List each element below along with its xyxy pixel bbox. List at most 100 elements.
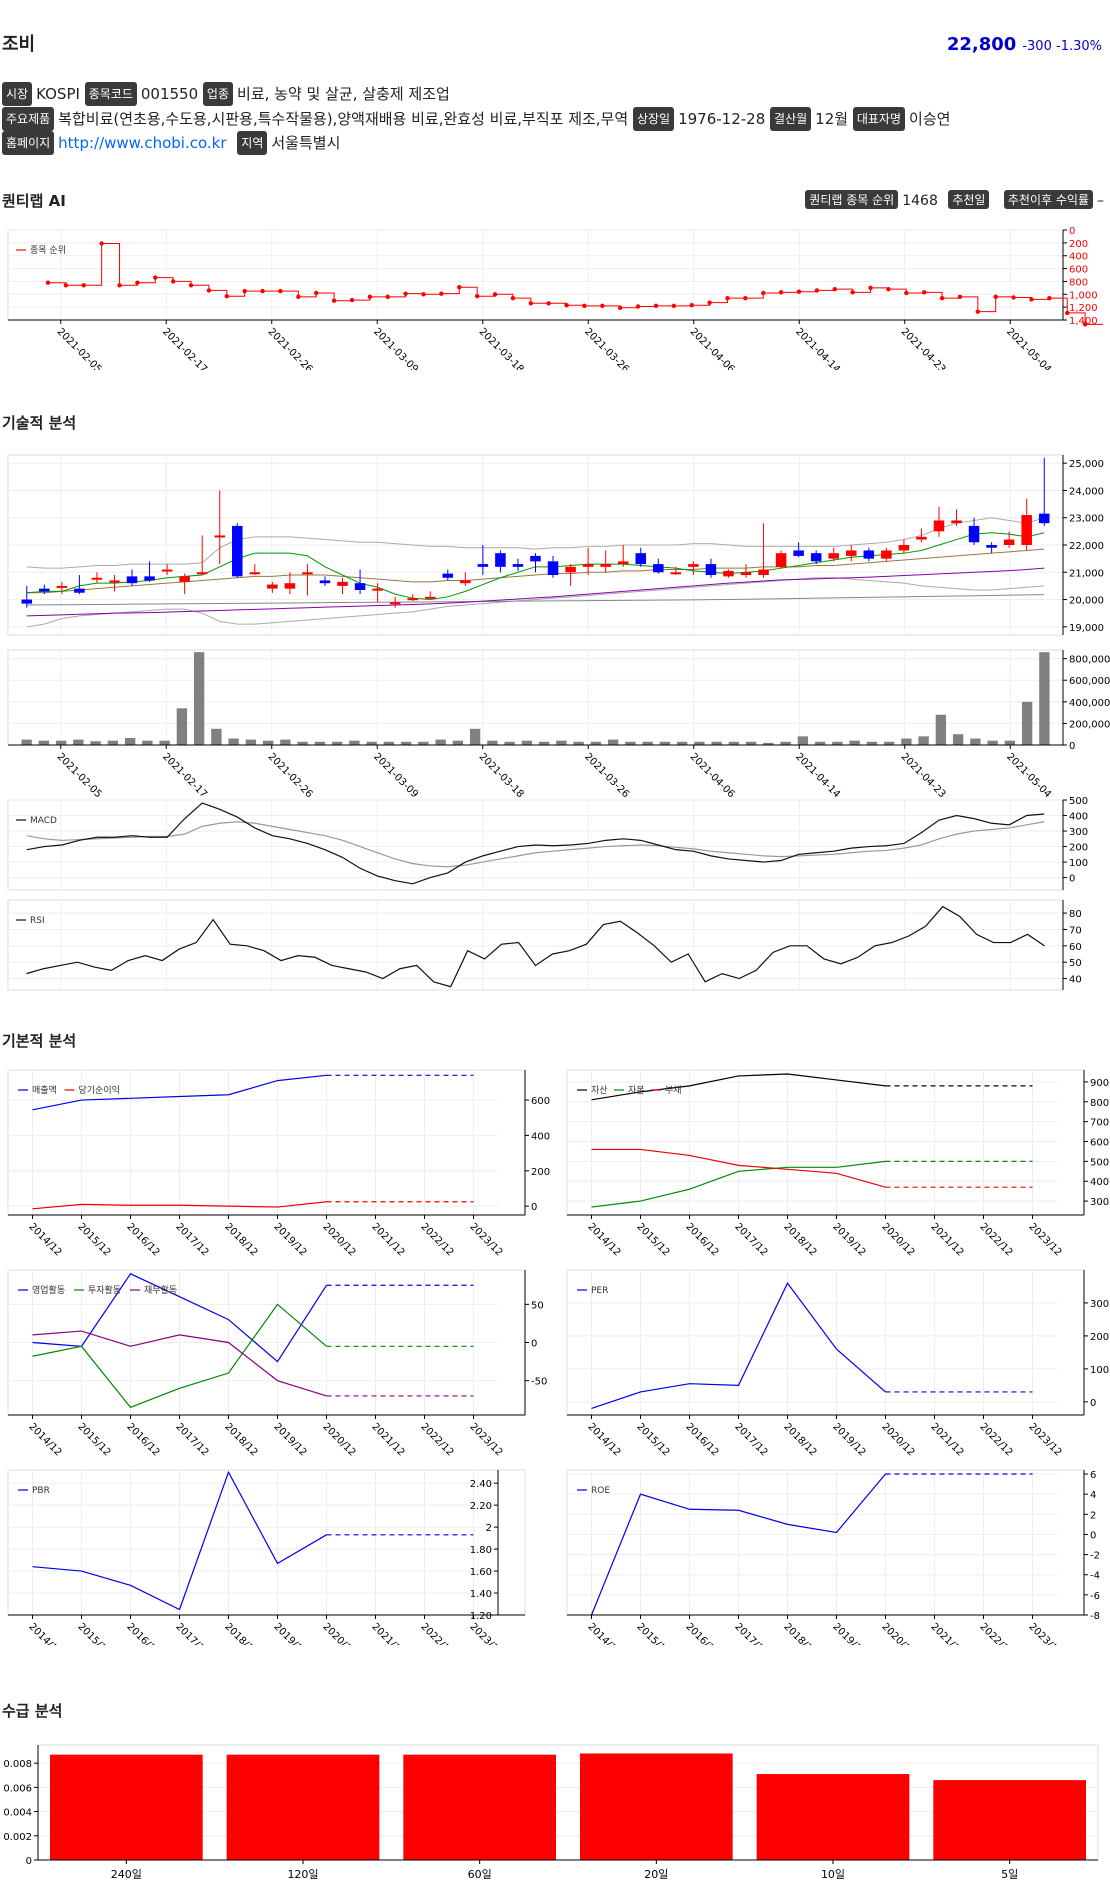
rank-chart-x-tick-label: 2021-03-18: [477, 326, 526, 370]
candle-body: [600, 564, 611, 567]
price-chart-y-tick-label: 19,000: [1069, 623, 1104, 634]
supply-bar: [756, 1774, 910, 1860]
candle-body: [986, 545, 997, 548]
per-chart-y-tick-label: 0: [1090, 1398, 1096, 1409]
volume-bar: [814, 741, 826, 745]
industry-tag: 업종: [202, 82, 234, 106]
rank-point: [421, 292, 426, 297]
candle-body: [1038, 513, 1050, 524]
rank-chart-frame: [7, 229, 1064, 321]
candle-body: [424, 596, 436, 599]
volume-bar: [918, 736, 929, 745]
volume-bar: [1039, 652, 1050, 745]
cashflow-chart-y-tick-label: -50: [531, 1377, 547, 1388]
candle-body: [881, 550, 892, 559]
rank-point: [1047, 295, 1052, 301]
pbr-chart-y-tick-label: 1.60: [470, 1567, 492, 1578]
region-tag: 지역: [237, 131, 268, 155]
cashflow-chart-y-tick-label: 50: [531, 1300, 544, 1311]
balance-chart-x-tick-label: 2020/12: [879, 1221, 916, 1258]
macd-line: [26, 802, 1045, 885]
supply-chart: 0 0.002 0.004 0.006 0.008 240일 120일 60일 20일 10일 5일: [3, 1744, 1099, 1881]
candle-body: [442, 573, 454, 578]
balance-chart-legend-label: 자본: [628, 1085, 645, 1096]
candle-body: [249, 572, 261, 575]
rank-chart-y-tick-label: 1,400: [1069, 316, 1098, 327]
industry-value: 비료, 농약 및 살균, 살충제 제조업: [237, 85, 450, 103]
balance-chart-series-2-line: [591, 1160, 886, 1208]
rank-point: [904, 290, 909, 296]
roe-chart-x-tick-label: 2014/12: [585, 1621, 622, 1645]
candle-body: [319, 580, 331, 584]
volume-chart-x-tick-label: 2021-03-09: [371, 751, 420, 800]
rank-value: 1468: [902, 193, 938, 209]
candle-body: [232, 525, 243, 577]
rec-date-tag: 추천일: [948, 190, 990, 209]
candle-body: [565, 566, 576, 573]
candle-body: [161, 569, 173, 572]
price-ma60-line: [26, 567, 1045, 617]
price-chart-y-tick-label: 21,000: [1069, 568, 1104, 579]
roe-chart-series-1-line: [590, 1473, 886, 1616]
macd-chart-y-tick-label: 400: [1069, 812, 1088, 823]
info-row-2: 주요제품 복합비료(연초용,수도용,시판용,특수작물용),양액재배용 비료,완효성…: [2, 107, 950, 131]
roe-chart-x-tick-label: 2021/12: [928, 1621, 965, 1645]
per-chart-frame: [566, 1269, 1085, 1416]
rank-point: [331, 298, 337, 303]
price-bb-dn-line: [26, 577, 1045, 628]
cashflow-chart-x-tick-label: 2015/12: [75, 1421, 112, 1458]
volume-chart-y-tick-label: 800,000: [1069, 655, 1110, 666]
volume-bar: [469, 728, 481, 745]
sales-chart-x-tick-label: 2019/12: [271, 1221, 308, 1258]
volume-bar: [625, 741, 636, 745]
candle-body: [109, 580, 120, 583]
technical-section-title: 기술적 분석: [2, 414, 77, 432]
volume-bar: [763, 742, 774, 745]
per-chart-x-tick-label: 2017/12: [732, 1421, 769, 1458]
homepage-tag: 홈페이지: [2, 131, 55, 155]
roe-chart-x-tick-label: 2020/12: [879, 1621, 916, 1645]
volume-chart-x-tick-label: 2021-02-17: [160, 751, 209, 800]
volume-bar: [383, 741, 395, 745]
volume-bar: [38, 740, 50, 745]
volume-bar: [452, 740, 464, 745]
sales-chart-x-tick-label: 2018/12: [222, 1221, 259, 1258]
rank-point: [1082, 322, 1088, 327]
fiscal-tag: 결산월: [770, 107, 812, 131]
rank-point: [743, 295, 748, 301]
cashflow-chart-x-tick-label: 2023/12: [467, 1421, 504, 1458]
volume-bar: [901, 738, 912, 745]
candle-body: [407, 598, 418, 601]
candle-body: [688, 564, 699, 567]
volume-bar: [538, 741, 550, 745]
price-change: -300: [1022, 39, 1052, 54]
volume-chart-y-tick-label: 400,000: [1069, 698, 1110, 709]
rank-chart-x-tick-label: 2021-04-23: [899, 326, 948, 370]
volume-bar: [21, 739, 32, 745]
volume-bar: [711, 741, 722, 745]
rank-point: [224, 294, 230, 299]
quant-info: 퀀티랩 종목 순위 1468 추천일 추천이후 수익률 –: [805, 190, 1104, 209]
roe-chart-y-tick-label: -6: [1090, 1591, 1100, 1602]
volume-bar: [245, 739, 257, 745]
candle-body: [56, 585, 68, 588]
candle-body: [740, 572, 752, 575]
balance-chart-series-3-line: [591, 1148, 886, 1188]
volume-bar: [745, 741, 757, 745]
roe-chart-y-tick-label: -4: [1090, 1571, 1100, 1582]
balance-chart-y-tick-label: 400: [1090, 1177, 1109, 1188]
volume-bar: [435, 739, 446, 745]
roe-chart-x-tick-label: 2016/12: [683, 1621, 720, 1645]
volume-bar: [400, 741, 412, 745]
volume-bar: [780, 741, 791, 745]
homepage-link[interactable]: http://www.chobi.co.kr: [58, 134, 227, 152]
candle-body: [354, 583, 366, 590]
volume-chart-y-tick-label: 0: [1069, 741, 1075, 752]
cashflow-chart-x-tick-label: 2020/12: [320, 1421, 357, 1458]
rank-chart-y-tick-label: 1,200: [1069, 303, 1098, 314]
candle-body: [547, 561, 559, 575]
volume-bar: [521, 740, 533, 745]
rank-chart-x-tick-label: 2021-02-05: [55, 326, 104, 370]
candle-body: [863, 550, 875, 559]
